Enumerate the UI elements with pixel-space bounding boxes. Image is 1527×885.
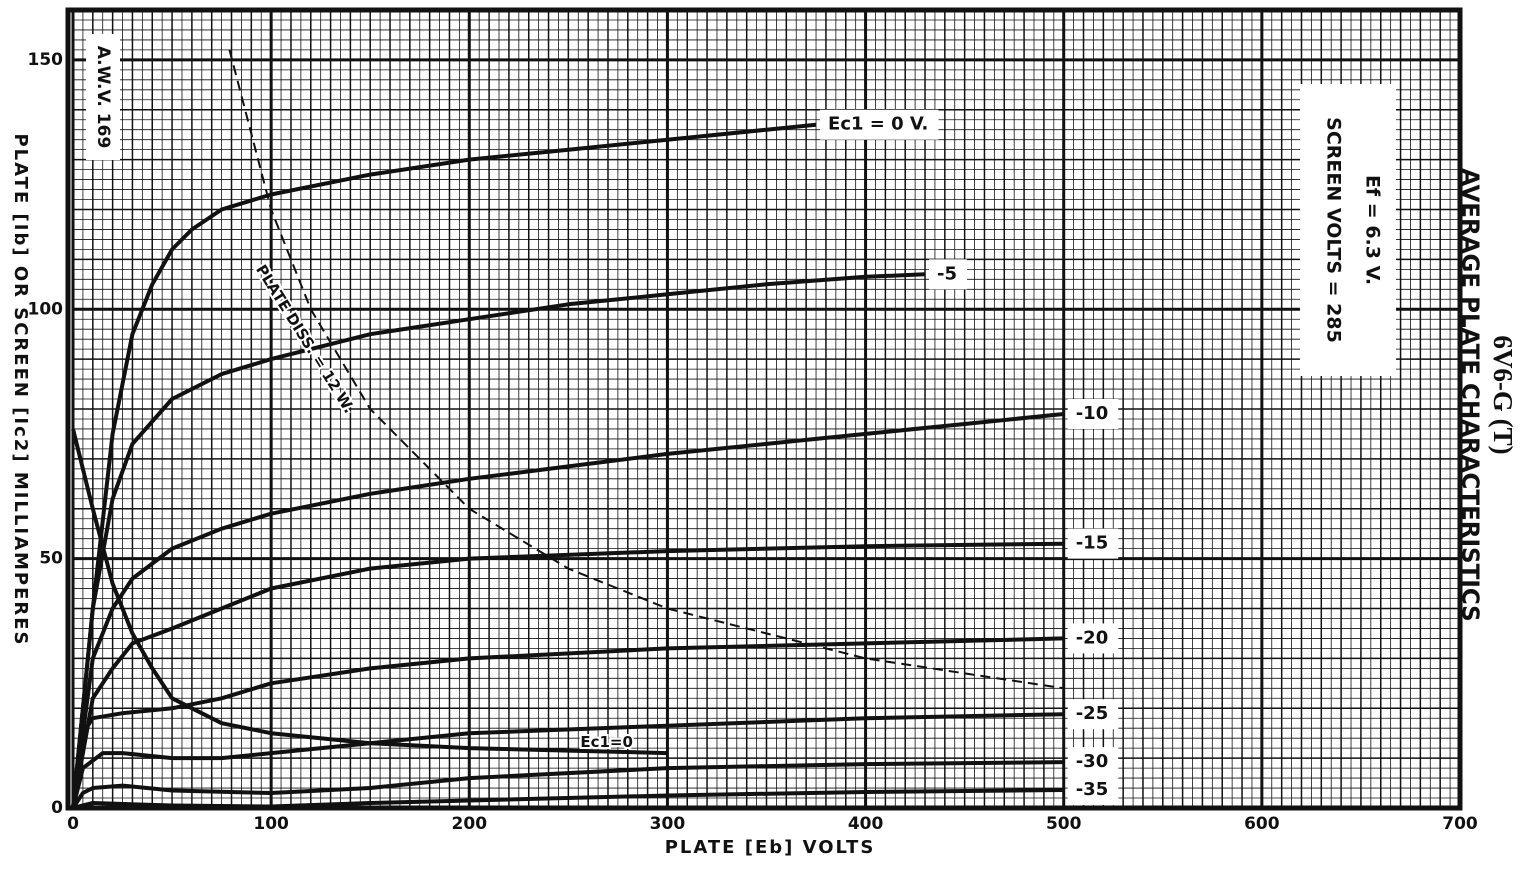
curve-label: -30 (1076, 751, 1109, 772)
x-tick-label: 300 (650, 814, 686, 834)
y-axis-label: PLATE [Ib] OR SCREEN [Ic2] MILLIAMPERES (10, 133, 31, 646)
curve-label: Ec1=0 (580, 733, 633, 751)
chart-subtitle: AVERAGE PLATE CHARACTERISTICS (1457, 168, 1483, 621)
curve (72, 788, 1064, 810)
info-box (1300, 84, 1396, 376)
filament-note: Ef = 6.3 V. (1362, 175, 1384, 285)
curve (71, 122, 817, 809)
curve (71, 636, 1064, 809)
curve-label: Ec1 = 0 V. (828, 114, 928, 135)
awv-label: A.W.V. 169 (93, 46, 113, 149)
curve-label: -5 (937, 263, 957, 284)
curve-label-box (1067, 528, 1119, 559)
curve-label-box (1067, 775, 1119, 806)
curve-label: -10 (1076, 403, 1109, 424)
curve-label: -25 (1076, 703, 1109, 724)
x-tick-label: 500 (1046, 814, 1082, 834)
x-tick-label: 200 (452, 814, 488, 834)
curve-label-box (1067, 747, 1119, 778)
curves (71, 49, 1064, 810)
y-tick-label: 0 (51, 798, 63, 818)
chart-title: 6V6-G (T) (1488, 335, 1518, 454)
curve-label-box (1067, 623, 1119, 654)
x-tick-label: 0 (67, 814, 79, 834)
curve-label: -35 (1076, 779, 1109, 800)
curve-label-box (1067, 699, 1119, 730)
curve (71, 428, 668, 756)
curve (71, 272, 926, 809)
curve-label-box (820, 109, 939, 140)
x-axis-label: PLATE [Eb] VOLTS (665, 837, 876, 858)
y-tick-label: 150 (28, 50, 64, 70)
curve-label-box (929, 259, 968, 290)
curve-label-box (1067, 398, 1119, 429)
x-tick-label: 700 (1442, 814, 1478, 834)
curve-label: -20 (1076, 627, 1109, 648)
awv-box (86, 34, 120, 160)
screen-note: SCREEN VOLTS = 285 (1323, 117, 1345, 343)
y-tick-label: 100 (28, 299, 64, 319)
y-tick-label: 50 (39, 549, 63, 569)
x-tick-label: 100 (253, 814, 289, 834)
curve (71, 541, 1064, 809)
x-tick-label: 600 (1244, 814, 1280, 834)
curve (71, 760, 1064, 810)
curve-label: -15 (1076, 533, 1109, 554)
x-tick-label: 400 (848, 814, 884, 834)
plot-frame (65, 7, 1463, 811)
curve (228, 49, 1064, 690)
curve (71, 712, 1064, 809)
